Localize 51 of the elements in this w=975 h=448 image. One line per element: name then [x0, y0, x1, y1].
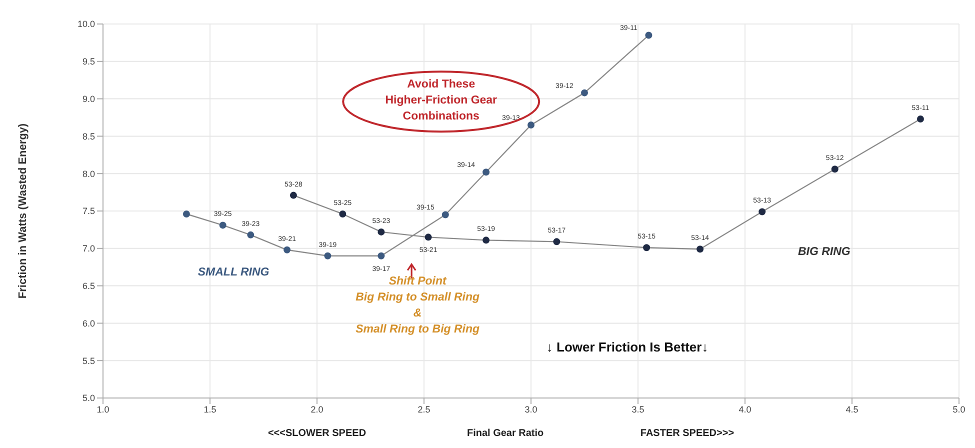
text: FASTER SPEED>>> — [640, 428, 734, 439]
x-axis-title: Final Gear Ratio — [466, 428, 544, 439]
x-tick-label: 5.0 — [952, 404, 966, 414]
x-tick-label: 1.5 — [204, 404, 216, 414]
point — [528, 121, 534, 128]
series-label: SMALL RING — [198, 266, 270, 278]
point — [182, 210, 190, 218]
point — [581, 89, 588, 96]
point — [645, 32, 652, 39]
annotation: Avoid These Higher-Friction Gear Combinations — [385, 78, 498, 123]
y-tick-label: 9.5 — [82, 56, 95, 67]
y-tick-label: 5.5 — [82, 356, 95, 366]
y-tick-label: 6.5 — [82, 280, 95, 291]
point — [284, 246, 291, 254]
y-tick-label: 8.5 — [82, 131, 95, 142]
point — [831, 166, 838, 173]
point — [290, 192, 297, 199]
point — [339, 210, 346, 218]
annotation: ↓ Lower Friction Is Better↓ — [546, 340, 708, 355]
point — [219, 222, 226, 229]
y-tick-label: 8.0 — [82, 168, 95, 179]
point — [324, 252, 332, 260]
point — [424, 234, 432, 241]
x-tick-label: 3.0 — [524, 404, 538, 414]
x-tick-label: 2.5 — [418, 404, 430, 414]
y-tick-label: 5.0 — [82, 393, 95, 404]
point — [553, 238, 560, 246]
point — [643, 244, 650, 252]
y-axis-title: Friction in Watts (Wasted Energy) — [17, 123, 29, 299]
annotation: Shift Point Big Ring to Small Ring & Small Ring to Big Ring — [356, 275, 480, 336]
x-tick-label: 4.5 — [846, 404, 858, 414]
text: <<<SLOWER SPEED — [268, 428, 366, 439]
point — [378, 228, 385, 236]
x-tick-label: 4.0 — [738, 404, 752, 414]
y-tick-label: 7.0 — [82, 244, 95, 254]
point — [916, 115, 924, 122]
y-tick-label: 9.0 — [82, 94, 95, 104]
x-tick-label: 3.5 — [632, 404, 644, 414]
x-tick-label: 1.0 — [96, 404, 110, 414]
point — [696, 246, 704, 253]
point — [378, 252, 385, 260]
point — [482, 236, 490, 244]
point — [758, 208, 766, 216]
y-tick-label: 7.5 — [82, 206, 95, 216]
y-tick-label: 6.0 — [82, 318, 95, 328]
point — [442, 211, 449, 218]
y-tick-label: 10.0 — [77, 19, 95, 30]
point — [482, 168, 490, 176]
point — [247, 231, 254, 238]
text: BIG RING — [798, 246, 850, 258]
x-tick-label: 2.0 — [310, 404, 324, 414]
